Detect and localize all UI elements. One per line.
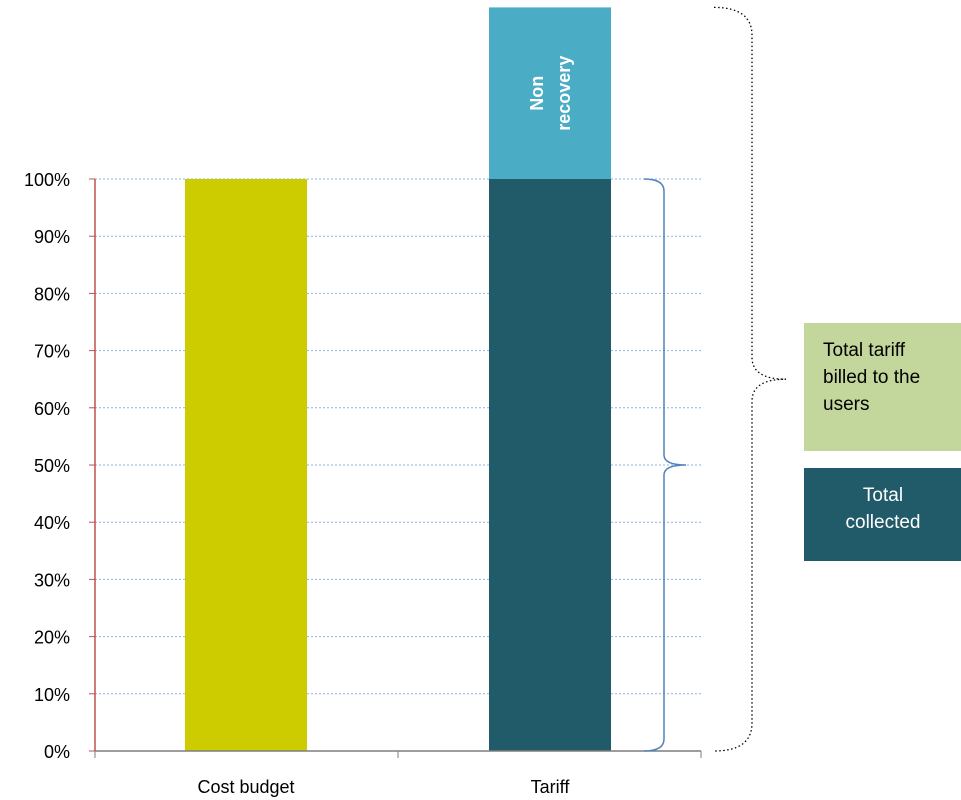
axis-labels: 0% 10% 20% 30% 40% 50% 60% 70% 80% 90% 100% Cost bu… <box>24 170 570 797</box>
total-collected-line-2: collected <box>845 512 921 533</box>
total-collected-box: Total collected <box>804 468 961 561</box>
y-tick-label: 50% <box>34 456 70 476</box>
y-tick-label: 10% <box>34 685 70 705</box>
y-tick-label: 40% <box>34 513 70 533</box>
total-tariff-billed-line-3: users <box>823 394 870 415</box>
total-collected-bracket <box>643 178 687 752</box>
y-tick-label: 70% <box>34 342 70 362</box>
bars: Non recovery <box>185 7 611 751</box>
total-tariff-billed-line-2: billed to the <box>823 367 921 388</box>
y-tick-label: 20% <box>34 628 70 648</box>
total-tariff-billed-bracket <box>713 6 787 752</box>
x-category-label: Cost budget <box>197 777 294 797</box>
bar-segment-1-1 <box>489 7 611 180</box>
y-tick-label: 30% <box>34 570 70 590</box>
bar-segment-1-0 <box>489 179 611 751</box>
y-tick-label: 80% <box>34 284 70 304</box>
x-category-label: Tariff <box>531 777 571 797</box>
non-recovery-label: Non recovery <box>527 56 574 131</box>
total-tariff-billed-line-1: Total tariff <box>823 340 906 361</box>
y-tick-label: 100% <box>24 170 70 190</box>
brackets <box>643 6 787 752</box>
y-tick-label: 90% <box>34 227 70 247</box>
axes <box>89 178 702 758</box>
y-tick-label: 0% <box>44 742 70 762</box>
bar-segment-0-0 <box>185 179 307 751</box>
total-collected-line-1: Total <box>862 485 904 506</box>
total-tariff-billed-box: Total tariff billed to the users <box>804 323 961 451</box>
y-tick-label: 60% <box>34 399 70 419</box>
